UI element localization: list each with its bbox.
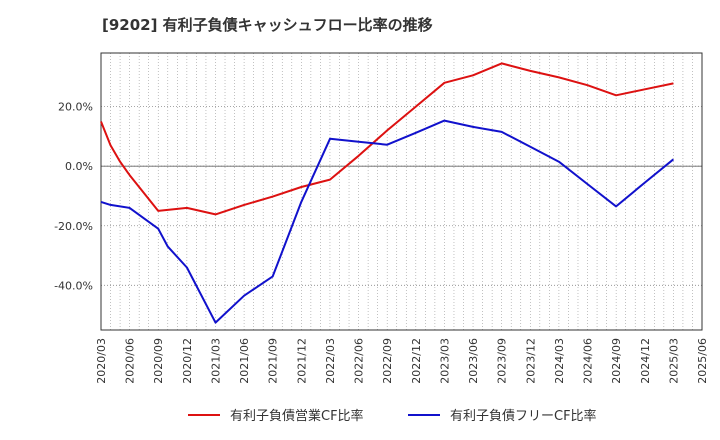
x-axis-ticks: 2020/03 2020/06 2020/09 2020/12 2021/03 2021/… [95, 338, 709, 384]
series-layer [100, 62, 675, 324]
x-tick-label: 2023/12 [524, 338, 537, 384]
series-line-2 [100, 119, 675, 324]
x-tick-label: 2025/03 [667, 338, 680, 384]
x-tick-label: 2024/03 [553, 338, 566, 384]
x-tick-label: 2023/09 [496, 338, 509, 384]
x-tick-label: 2020/03 [95, 338, 108, 384]
y-axis-ticks: 20.0% 0.0% -20.0% -40.0% [54, 101, 93, 293]
x-tick-label: 2021/03 [209, 338, 222, 384]
x-tick-label: 2020/06 [124, 338, 137, 384]
x-tick-label: 2022/09 [381, 338, 394, 384]
x-tick-label: 2024/09 [610, 338, 623, 384]
x-tick-label: 2021/12 [295, 338, 308, 384]
x-tick-label: 2020/12 [181, 338, 194, 384]
x-tick-label: 2023/03 [438, 338, 451, 384]
legend-label-2: 有利子負債フリーCF比率 [450, 408, 597, 424]
x-tick-label: 2024/12 [639, 338, 652, 384]
series-line-1 [100, 62, 674, 216]
y-tick-label: 20.0% [58, 101, 93, 114]
x-tick-label: 2020/09 [152, 338, 165, 384]
x-tick-label: 2022/12 [410, 338, 423, 384]
x-tick-label: 2025/06 [696, 338, 709, 384]
y-tick-label: -20.0% [54, 220, 93, 233]
legend: 有利子負債営業CF比率 有利子負債フリーCF比率 [188, 408, 597, 424]
x-tick-label: 2022/06 [353, 338, 366, 384]
x-tick-label: 2022/03 [324, 338, 337, 384]
chart-title: [9202] 有利子負債キャッシュフロー比率の推移 [102, 16, 433, 34]
x-tick-label: 2021/06 [238, 338, 251, 384]
x-tick-label: 2024/06 [582, 338, 595, 384]
legend-label-1: 有利子負債営業CF比率 [230, 408, 364, 424]
plot-frame [100, 52, 703, 331]
y-tick-label: 0.0% [65, 160, 93, 173]
y-tick-label: -40.0% [54, 279, 93, 292]
x-tick-label: 2021/09 [267, 338, 280, 384]
x-tick-label: 2023/06 [467, 338, 480, 384]
